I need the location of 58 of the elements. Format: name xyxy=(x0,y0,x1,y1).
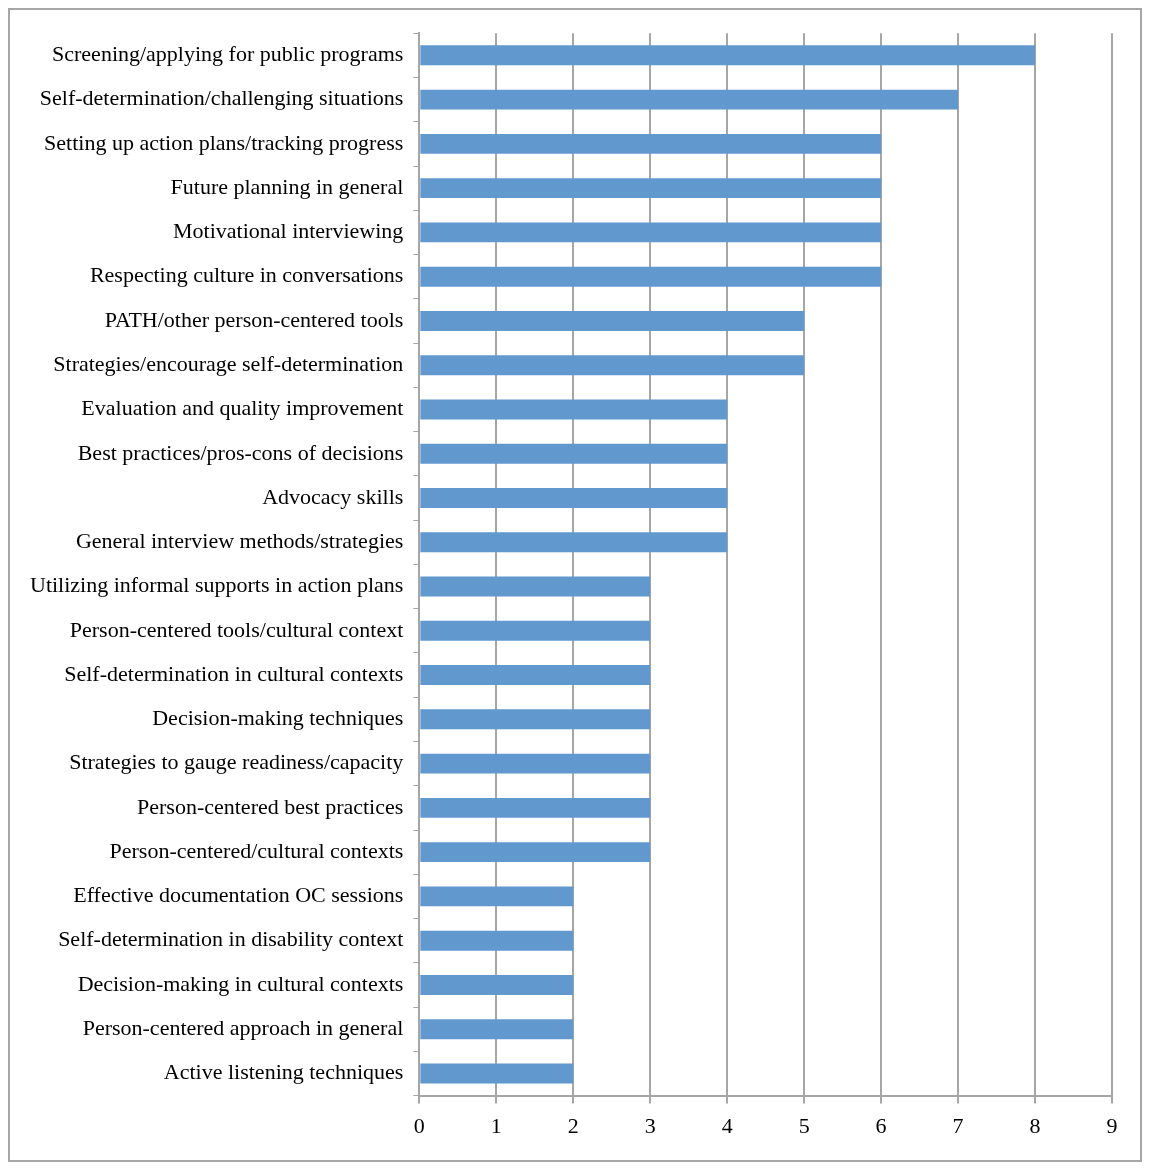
y-tick-label: Evaluation and quality improvement xyxy=(81,395,404,421)
bar xyxy=(420,1063,574,1084)
y-tick-label: Self-determination/challenging situations xyxy=(39,85,404,111)
y-tick-label: Decision-making in cultural contexts xyxy=(77,970,404,996)
y-tick-label: Motivational interviewing xyxy=(172,218,404,244)
bar xyxy=(420,797,651,818)
y-tick-label: Screening/applying for public programs xyxy=(52,41,404,67)
bar xyxy=(420,45,1036,66)
y-tick-label: Person-centered approach in general xyxy=(82,1014,404,1040)
y-tick-label: Self-determination in cultural contexts xyxy=(64,660,404,686)
y-tick-label: Person-centered/cultural contexts xyxy=(109,837,404,863)
bar xyxy=(420,222,882,243)
y-tick-label: Strategies to gauge readiness/capacity xyxy=(69,749,404,775)
bar xyxy=(420,355,805,376)
y-tick-label: General interview methods/strategies xyxy=(75,528,404,554)
bar xyxy=(420,1019,574,1040)
y-tick-label: Effective documentation OC sessions xyxy=(73,882,404,908)
y-tick-label: Setting up action plans/tracking progress xyxy=(44,129,404,155)
bar xyxy=(420,532,728,553)
x-tick-label: 2 xyxy=(567,1112,579,1138)
bar xyxy=(420,443,728,464)
y-tick-label: Utilizing informal supports in action plans xyxy=(29,572,404,598)
bar xyxy=(420,178,882,199)
x-tick-label: 6 xyxy=(875,1112,887,1138)
bar xyxy=(420,665,651,686)
y-tick-label: Decision-making techniques xyxy=(152,705,404,731)
y-tick-label: Respecting culture in conversations xyxy=(89,262,404,288)
bar xyxy=(420,709,651,730)
bar xyxy=(420,842,651,863)
x-tick-label: 8 xyxy=(1029,1112,1041,1138)
bar xyxy=(420,620,651,641)
y-tick-label: Best practices/pros-cons of decisions xyxy=(77,439,404,465)
x-tick-label: 5 xyxy=(798,1112,810,1138)
bar xyxy=(420,399,728,420)
x-tick-label: 7 xyxy=(952,1112,964,1138)
x-tick-label: 1 xyxy=(490,1112,502,1138)
y-tick-label: Person-centered best practices xyxy=(137,793,404,819)
bar xyxy=(420,310,805,331)
bar xyxy=(420,89,959,110)
y-tick-label: PATH/other person-centered tools xyxy=(104,306,404,332)
x-tick-label: 4 xyxy=(721,1112,733,1138)
y-tick-label: Self-determination in disability context xyxy=(58,926,404,952)
bar xyxy=(420,930,574,951)
bar xyxy=(420,488,728,508)
y-tick-label: Person-centered tools/cultural context xyxy=(69,616,404,642)
y-tick-label: Advocacy skills xyxy=(262,483,404,509)
bar xyxy=(420,974,574,995)
bar xyxy=(420,886,574,907)
y-tick-label: Active listening techniques xyxy=(163,1059,404,1085)
x-tick-label: 0 xyxy=(413,1112,425,1138)
bar xyxy=(420,133,882,154)
bar xyxy=(420,753,651,774)
bar xyxy=(420,266,882,287)
y-tick-label: Strategies/encourage self-determination xyxy=(53,350,404,376)
x-tick-label: 3 xyxy=(644,1112,656,1138)
x-tick-label: 9 xyxy=(1106,1112,1118,1138)
bar xyxy=(420,576,651,597)
y-tick-label: Future planning in general xyxy=(170,173,404,199)
